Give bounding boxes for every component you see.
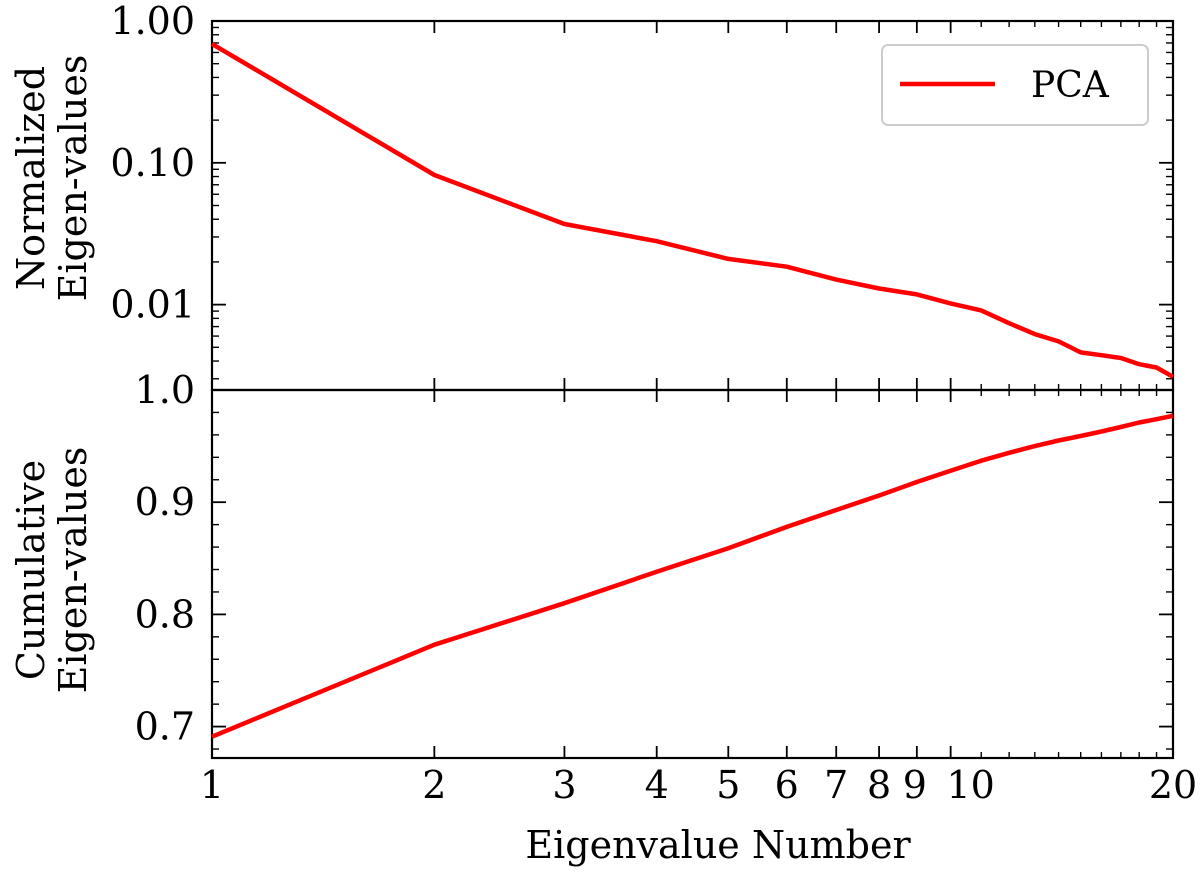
x-tick-label: 3 <box>552 763 576 807</box>
bottom-panel: 1 2 3 4 5 6 7 8 9 10 20 1.0 0.9 0.8 0.7 CumulativeEigen… <box>9 368 1197 807</box>
x-axis-label: Eigenvalue Number <box>525 823 911 867</box>
top-y-tick-label: 0.01 <box>110 283 195 327</box>
top-panel: 1.00 0.10 0.01 NormalizedEigen-values PCA <box>9 0 1175 392</box>
bottom-series-line-pca <box>211 413 1174 739</box>
legend-entry-pca: PCA <box>1031 65 1110 106</box>
bottom-y-tick-label: 0.8 <box>135 592 195 636</box>
bottom-y-axis-label-line: Eigen-values <box>51 447 95 694</box>
x-tick-label: 10 <box>946 763 994 807</box>
top-series-line-pca <box>210 41 1175 379</box>
x-tick-label: 20 <box>1149 763 1197 807</box>
x-tick-label: 5 <box>716 763 740 807</box>
bottom-y-tick-label: 1.0 <box>135 368 195 412</box>
x-tick-label: 8 <box>867 763 891 807</box>
x-tick-label: 1 <box>200 763 224 807</box>
x-tick-label: 6 <box>775 763 799 807</box>
bottom-y-tick-label: 0.7 <box>135 705 195 749</box>
x-tick-label: 2 <box>422 763 446 807</box>
legend: PCA <box>881 44 1149 126</box>
top-y-axis-label: NormalizedEigen-values <box>9 55 95 302</box>
x-tick-label: 4 <box>645 763 669 807</box>
top-y-tick-label: 1.00 <box>110 0 195 43</box>
x-tick-label: 9 <box>903 763 927 807</box>
bottom-axes-frame <box>210 388 1175 760</box>
bottom-y-axis-label-line: Cumulative <box>9 460 53 680</box>
x-tick-label: 7 <box>824 763 848 807</box>
top-y-axis-label-line: Normalized <box>9 66 53 290</box>
top-y-axis-label-line: Eigen-values <box>51 55 95 302</box>
shared-labels: Eigenvalue Number <box>525 823 911 867</box>
bottom-y-axis-label: CumulativeEigen-values <box>9 447 95 694</box>
legend-box <box>881 44 1149 126</box>
bottom-y-tick-label: 0.9 <box>135 480 195 524</box>
top-y-tick-label: 0.10 <box>110 141 195 185</box>
